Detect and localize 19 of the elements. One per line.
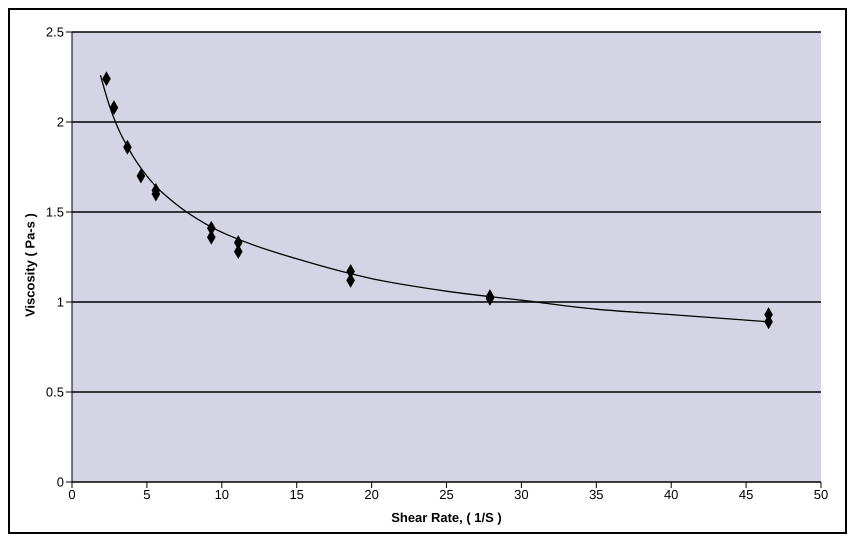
y-tick-label: 0.5 — [46, 384, 64, 400]
y-tick-label: 0 — [56, 474, 64, 490]
y-tick-label: 2 — [56, 114, 64, 130]
x-axis-title: Shear Rate, ( 1/S ) — [391, 510, 502, 525]
x-tick-label: 10 — [214, 487, 230, 502]
y-tick-label: 1 — [56, 294, 64, 310]
x-tick-label: 35 — [589, 487, 604, 502]
x-tick-label: 0 — [68, 487, 76, 502]
x-tick-label: 40 — [664, 487, 678, 502]
x-tick-label: 45 — [738, 487, 754, 502]
x-tick-label: 15 — [289, 487, 304, 502]
y-tick-label: 1.5 — [46, 204, 64, 220]
x-tick-label: 20 — [364, 487, 379, 502]
y-axis-title: Viscosity ( Pa-s ) — [22, 213, 38, 317]
x-tick-label: 50 — [814, 487, 828, 502]
y-tick-label: 2.5 — [46, 24, 64, 40]
x-tick-label: 30 — [514, 487, 529, 502]
x-tick-label: 5 — [143, 487, 151, 502]
x-tick-label: 25 — [439, 487, 454, 502]
